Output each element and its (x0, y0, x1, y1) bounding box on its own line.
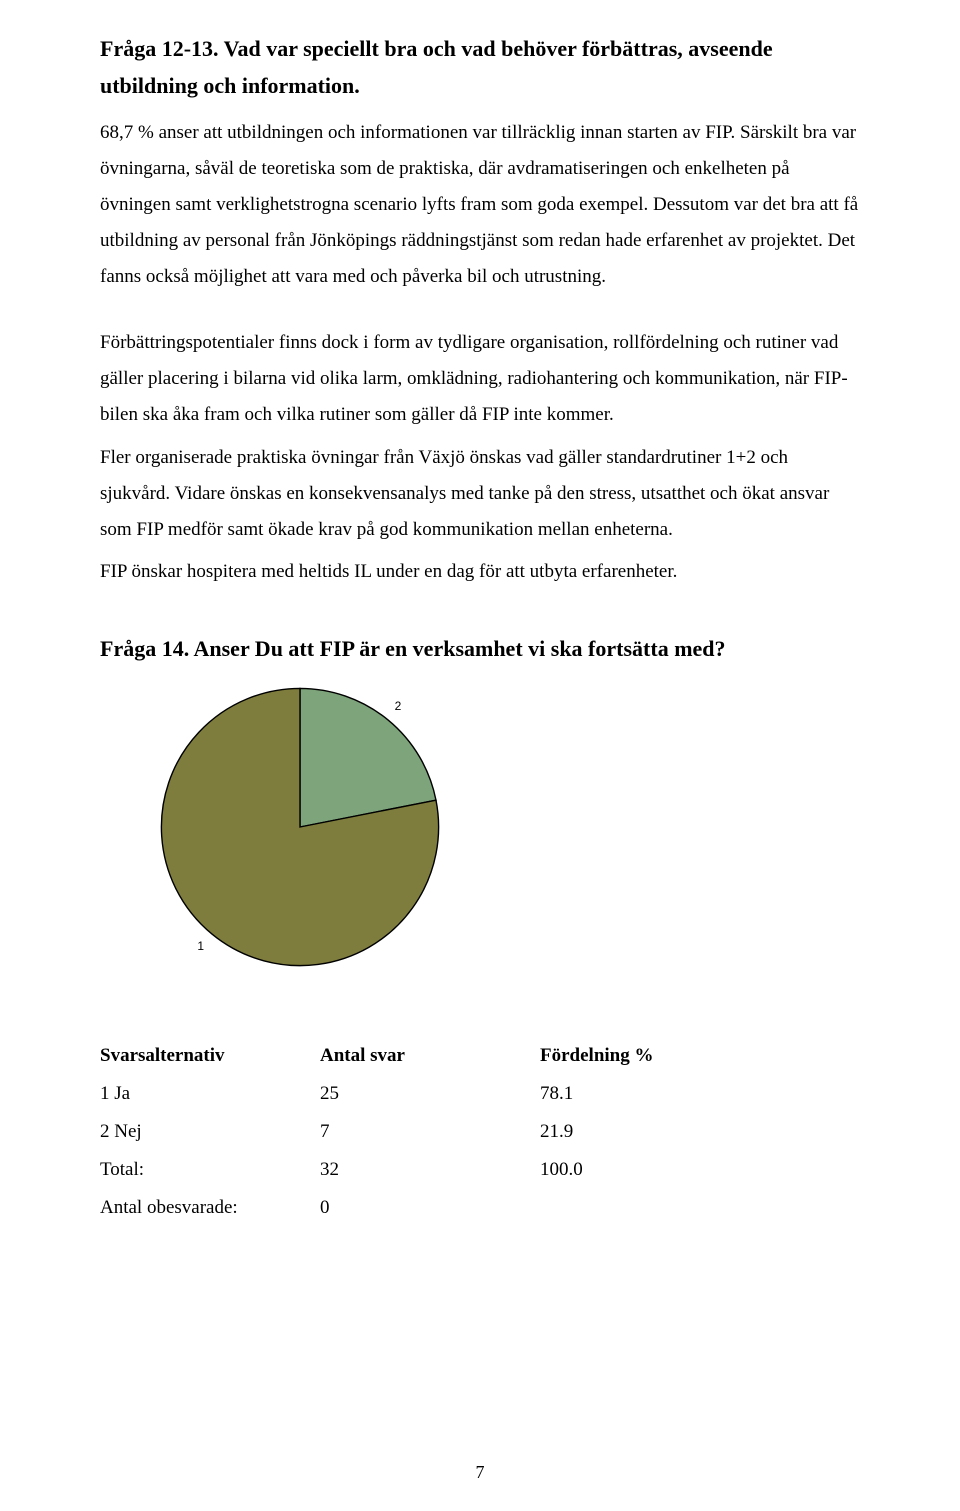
table-cell: 32 (320, 1151, 540, 1189)
pie-chart (160, 687, 440, 967)
document-page: Fråga 12-13. Vad var speciellt bra och v… (0, 0, 960, 1511)
pie-chart-container: 1 2 (160, 687, 520, 1007)
table-cell: 25 (320, 1075, 540, 1113)
results-table: Svarsalternativ Antal svar Fördelning % … (100, 1037, 860, 1227)
pie-slice-label-1: 1 (197, 939, 204, 953)
pie-slice-label-2: 2 (395, 699, 402, 713)
paragraph-block-1: 68,7 % anser att utbildningen och inform… (100, 115, 860, 295)
table-cell: Antal obesvarade: (100, 1189, 320, 1227)
table-cell: 78.1 (540, 1075, 760, 1113)
table-cell: 7 (320, 1113, 540, 1151)
table-header-pct: Fördelning % (540, 1037, 760, 1075)
table-cell: 1 Ja (100, 1075, 320, 1113)
heading-q14: Fråga 14. Anser Du att FIP är en verksam… (100, 630, 860, 667)
table-cell: Total: (100, 1151, 320, 1189)
paragraph-block-2: Förbättringspotentialer finns dock i for… (100, 325, 860, 590)
paragraph-2b: Fler organiserade praktiska övningar frå… (100, 440, 860, 548)
table-cell: 100.0 (540, 1151, 760, 1189)
paragraph-2c: FIP önskar hospitera med heltids IL unde… (100, 554, 860, 590)
heading-q12-13: Fråga 12-13. Vad var speciellt bra och v… (100, 30, 860, 105)
table-cell: 21.9 (540, 1113, 760, 1151)
paragraph-1: 68,7 % anser att utbildningen och inform… (100, 115, 860, 295)
table-header-count: Antal svar (320, 1037, 540, 1075)
table-header-option: Svarsalternativ (100, 1037, 320, 1075)
table-cell: 0 (320, 1189, 540, 1227)
table-cell (540, 1189, 760, 1227)
table-cell: 2 Nej (100, 1113, 320, 1151)
paragraph-2a: Förbättringspotentialer finns dock i for… (100, 325, 860, 433)
page-number: 7 (0, 1462, 960, 1483)
